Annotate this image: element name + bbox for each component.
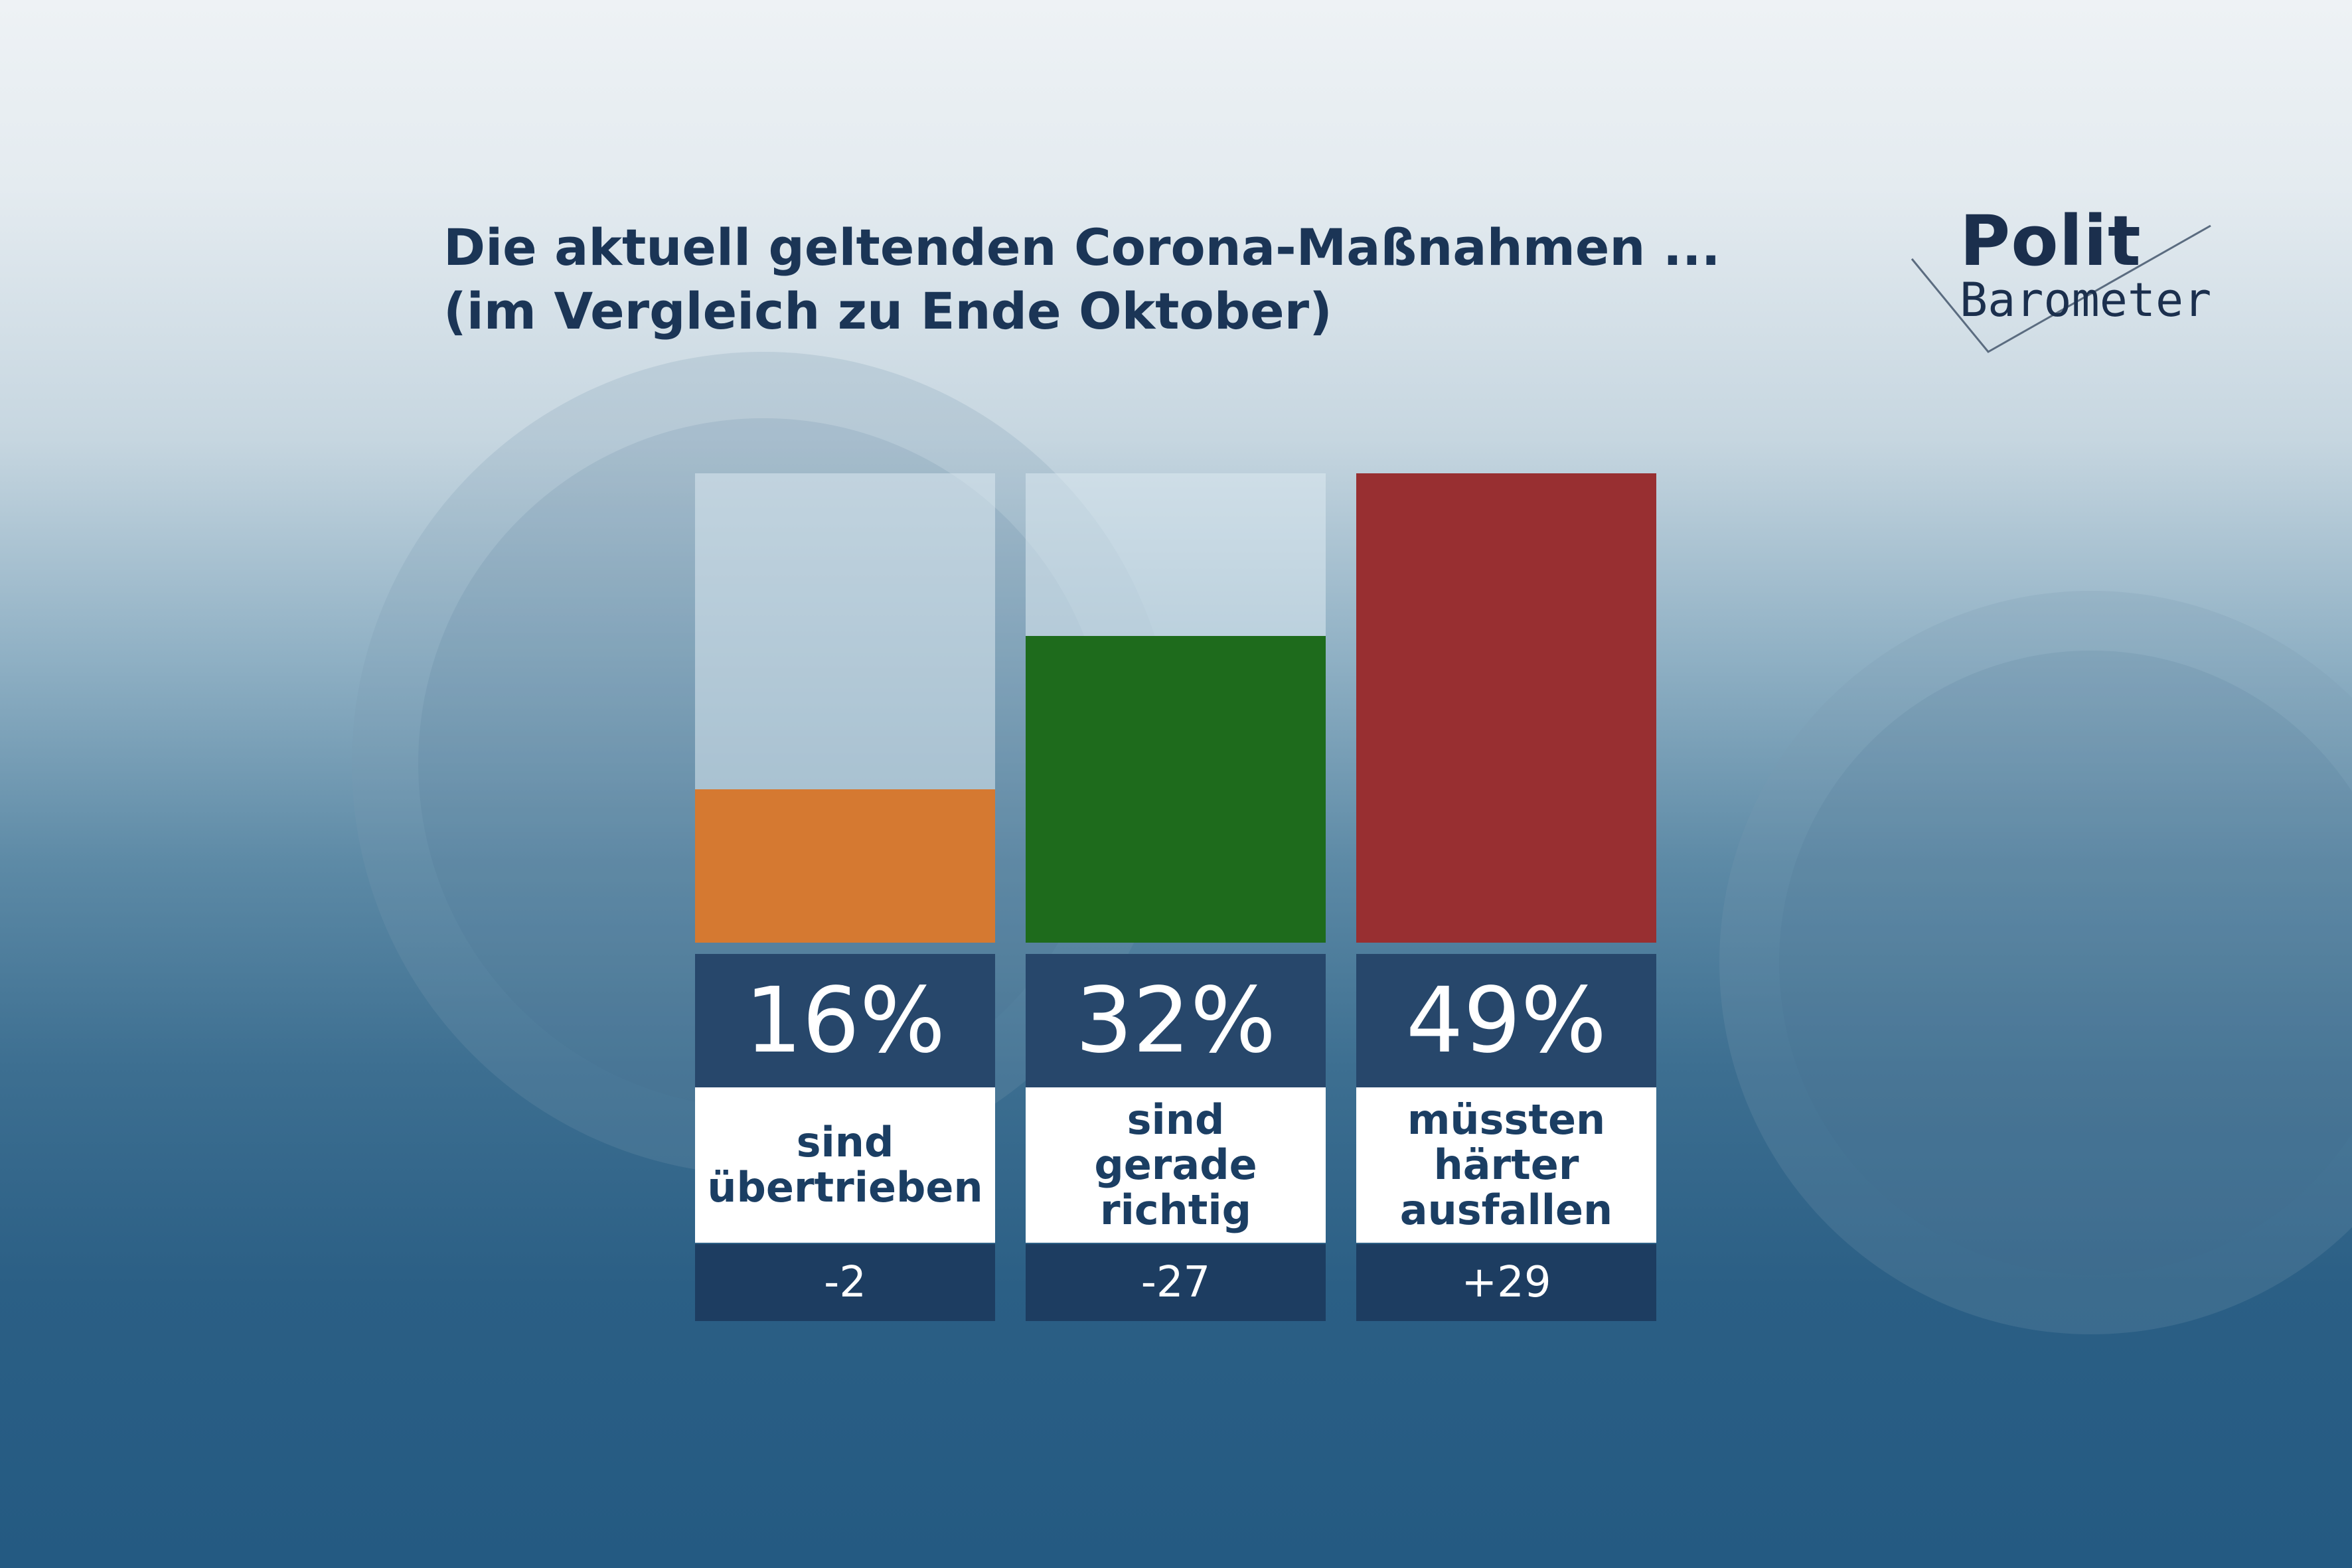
category-label-line: sind (796, 1118, 894, 1166)
category-label-line: übertrieben (707, 1163, 983, 1212)
bar-value-label: 32% (1026, 954, 1326, 1087)
chart-title-line-1: Die aktuell geltenden Corona-Maßnahmen .… (443, 218, 1721, 277)
bar (695, 789, 995, 943)
category-label: sind gerade richtig (1026, 1087, 1326, 1243)
bar-value-label: 16% (695, 954, 995, 1087)
bar (1026, 636, 1326, 943)
category-label: müssten härter ausfallen (1356, 1087, 1656, 1243)
category-label-line: ausfallen (1399, 1186, 1613, 1234)
chart-title-line-2: (im Vergleich zu Ende Oktober) (443, 281, 1332, 341)
category-label-line: müssten (1407, 1095, 1606, 1144)
category-label-line: härter (1433, 1140, 1579, 1189)
bar-value-label: 49% (1356, 954, 1656, 1087)
politbarometer-logo: Polit Barometer (1905, 199, 2217, 358)
logo-text-polit: Polit (1960, 200, 2142, 281)
checkmark-icon (1911, 224, 2211, 353)
logo-text-barometer: Barometer (1960, 273, 2212, 327)
change-label: -2 (695, 1244, 995, 1321)
category-label-line: sind (1127, 1095, 1225, 1144)
chart-title: Die aktuell geltenden Corona-Maßnahmen .… (443, 216, 1721, 343)
category-label: sind übertrieben (695, 1087, 995, 1243)
change-label: +29 (1356, 1244, 1656, 1321)
category-label-line: gerade richtig (1094, 1140, 1257, 1234)
change-label: -27 (1026, 1244, 1326, 1321)
bar (1356, 473, 1656, 943)
